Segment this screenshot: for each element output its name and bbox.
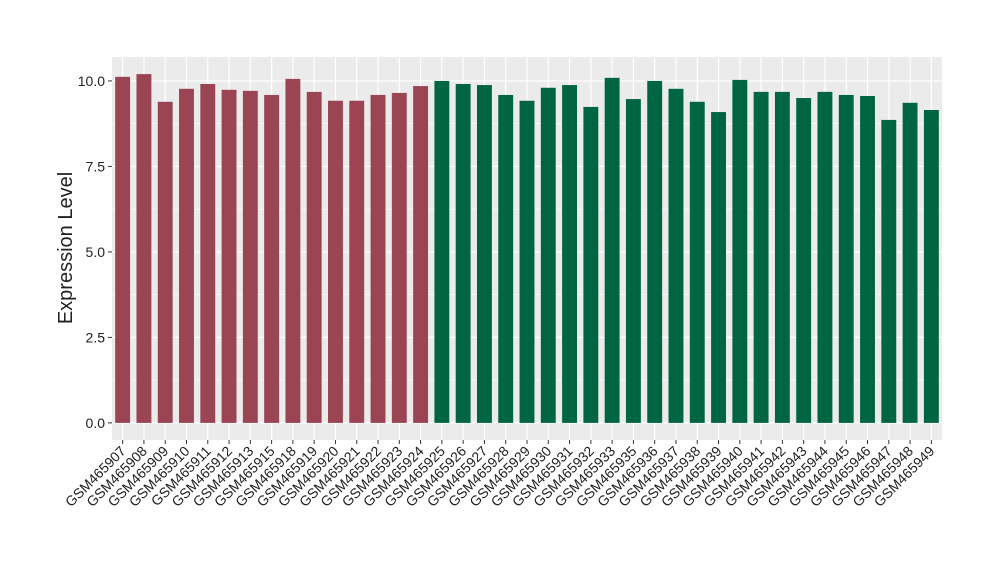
bar bbox=[647, 80, 663, 423]
y-tick-label: 10.0 bbox=[78, 73, 105, 89]
bar bbox=[306, 91, 322, 423]
bar bbox=[732, 79, 748, 423]
bar bbox=[838, 94, 854, 423]
bar bbox=[625, 99, 641, 423]
bar bbox=[562, 85, 578, 423]
bar bbox=[264, 94, 280, 423]
bar bbox=[860, 95, 875, 423]
bar bbox=[540, 87, 556, 423]
bar bbox=[689, 101, 705, 423]
y-tick-label: 2.5 bbox=[86, 329, 106, 345]
bar bbox=[221, 89, 237, 423]
bar bbox=[370, 94, 386, 423]
bar bbox=[157, 101, 173, 423]
bar bbox=[583, 106, 599, 423]
bar bbox=[902, 102, 918, 423]
bar bbox=[519, 100, 535, 423]
bar bbox=[434, 80, 450, 423]
bar bbox=[796, 98, 812, 423]
bar bbox=[668, 88, 684, 423]
bar bbox=[476, 85, 492, 423]
y-tick-label: 5.0 bbox=[86, 244, 106, 260]
bar bbox=[774, 91, 790, 423]
bar bbox=[498, 94, 514, 423]
bar bbox=[711, 112, 726, 423]
bar bbox=[328, 100, 343, 423]
bar bbox=[136, 74, 152, 423]
bar bbox=[753, 91, 769, 423]
bar bbox=[455, 84, 471, 423]
y-tick-label: 7.5 bbox=[86, 158, 106, 174]
bar bbox=[349, 100, 365, 423]
bar bbox=[115, 76, 131, 423]
y-axis-label: Expression Level bbox=[55, 172, 77, 324]
y-tick-label: 0.0 bbox=[86, 415, 106, 431]
bar bbox=[242, 90, 258, 423]
bar bbox=[200, 84, 216, 423]
bar bbox=[179, 88, 194, 423]
bar bbox=[923, 110, 939, 423]
bar bbox=[817, 91, 833, 423]
bar bbox=[391, 92, 407, 423]
bar bbox=[285, 78, 301, 423]
bar bbox=[881, 119, 897, 423]
bar bbox=[604, 77, 620, 423]
bar bbox=[413, 86, 429, 423]
